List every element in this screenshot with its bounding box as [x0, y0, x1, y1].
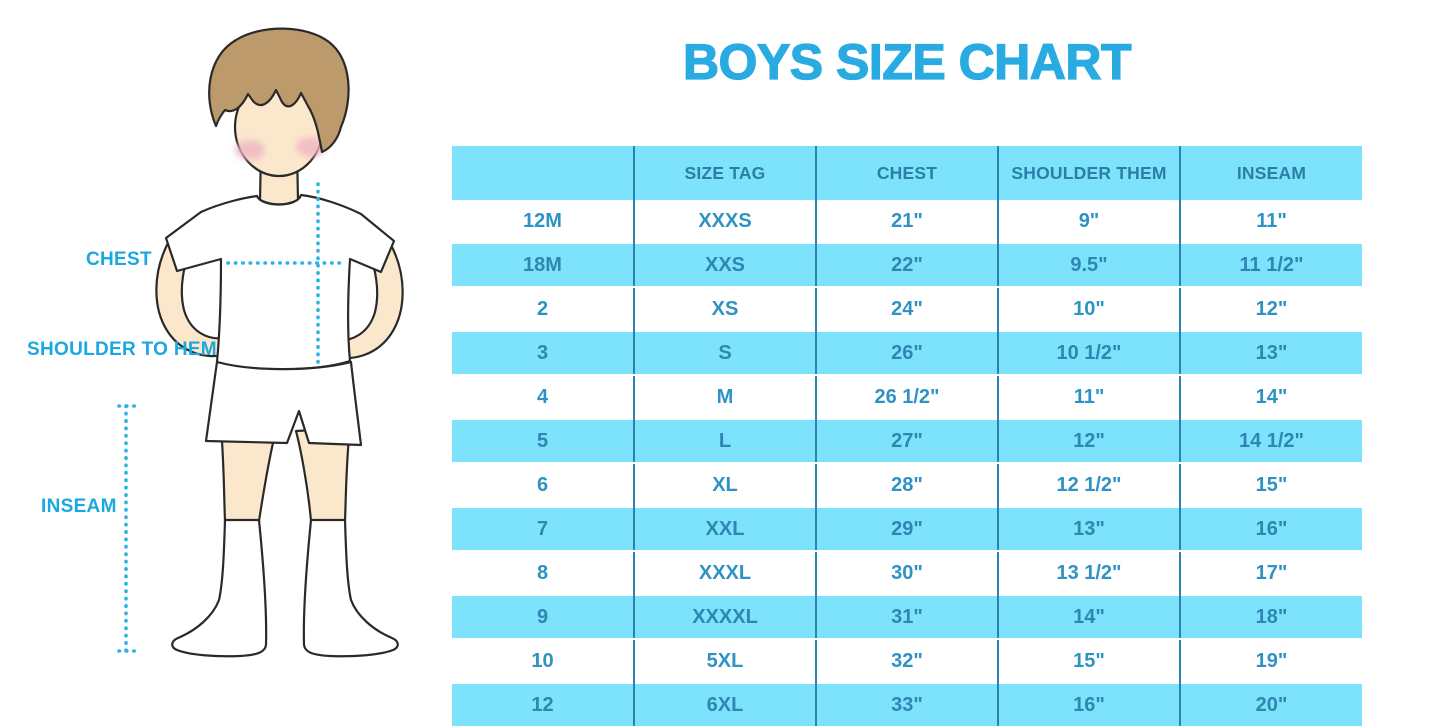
measurement-cell: 5XL: [633, 639, 816, 683]
size-cell: 6: [452, 463, 634, 507]
header-cell: SHOULDER THEM: [997, 146, 1180, 200]
measurement-cell: 26 1/2": [815, 375, 998, 419]
table-body: 12M XXXS 21" 9" 11" 18M XXS 22" 9.5" 11 1/2" 2 XS 24…: [452, 200, 1362, 728]
measurement-cell: 20": [1179, 682, 1362, 728]
chest-label: CHEST: [86, 249, 152, 270]
boy-tshirt: [164, 193, 396, 371]
page-title: BOYS SIZE CHART: [682, 33, 1132, 90]
measurement-cell: 9.5": [997, 242, 1180, 288]
size-cell: 3: [452, 330, 634, 376]
table-row: 10 5XL 32" 15" 19": [452, 639, 1362, 683]
size-cell: 7: [452, 506, 634, 552]
measurement-cell: S: [633, 330, 816, 376]
measurement-cell: 10 1/2": [997, 330, 1180, 376]
measurement-cell: 16": [1179, 506, 1362, 552]
table-row: 5 L 27" 12" 14 1/2": [452, 418, 1362, 464]
table-row: 2 XS 24" 10" 12": [452, 287, 1362, 331]
measurement-cell: L: [633, 418, 816, 464]
measurement-cell: 9": [997, 200, 1180, 243]
measurement-cell: XS: [633, 287, 816, 331]
table-row: 4 M 26 1/2" 11" 14": [452, 375, 1362, 419]
measurement-cell: 12": [1179, 287, 1362, 331]
inseam-label: INSEAM: [41, 496, 117, 517]
table-header-row: SIZE TAG CHEST SHOULDER THEM INSEAM: [452, 146, 1362, 200]
measurement-cell: 27": [815, 418, 998, 464]
measurement-lines: [117, 182, 347, 653]
measurement-cell: 14": [997, 594, 1180, 640]
size-cell: 10: [452, 639, 634, 683]
measurement-cell: 19": [1179, 639, 1362, 683]
measurement-cell: 18": [1179, 594, 1362, 640]
table-row: 12M XXXS 21" 9" 11": [452, 200, 1362, 243]
boy-figure-graphic: [117, 27, 404, 658]
table-row: 9 XXXXL 31" 14" 18": [452, 594, 1362, 640]
header-cell: SIZE TAG: [633, 146, 816, 200]
measurement-cell: XXXL: [633, 551, 816, 595]
measurement-cell: 26": [815, 330, 998, 376]
measurement-cell: 12": [997, 418, 1180, 464]
measurement-cell: 13 1/2": [997, 551, 1180, 595]
table-row: 6 XL 28" 12 1/2" 15": [452, 463, 1362, 507]
header-cell: INSEAM: [1179, 146, 1362, 200]
measurement-cell: 6XL: [633, 682, 816, 728]
size-table: SIZE TAG CHEST SHOULDER THEM INSEAM 12M XXXS…: [452, 146, 1362, 728]
measurement-cell: 29": [815, 506, 998, 552]
measurement-cell: 31": [815, 594, 998, 640]
measurement-cell: 13": [997, 506, 1180, 552]
size-cell: 4: [452, 375, 634, 419]
boy-shorts: [204, 360, 363, 447]
boy-right-sock: [302, 518, 399, 658]
measurement-cell: XXXS: [633, 200, 816, 243]
measurement-cell: XL: [633, 463, 816, 507]
size-cell: 8: [452, 551, 634, 595]
measurement-cell: 15": [997, 639, 1180, 683]
measurement-cell: XXS: [633, 242, 816, 288]
measurement-cell: 11": [997, 375, 1180, 419]
size-cell: 9: [452, 594, 634, 640]
measurement-cell: M: [633, 375, 816, 419]
header-cell: CHEST: [815, 146, 998, 200]
corner-header-cell: [452, 146, 634, 200]
boy-measurement-illustration: CHEST SHOULDER TO HEM INSEAM: [0, 0, 450, 723]
measurement-cell: 10": [997, 287, 1180, 331]
measurement-cell: XXXXL: [633, 594, 816, 640]
measurement-cell: 21": [815, 200, 998, 243]
measurement-cell: 13": [1179, 330, 1362, 376]
measurement-cell: XXL: [633, 506, 816, 552]
table-row: 8 XXXL 30" 13 1/2" 17": [452, 551, 1362, 595]
measurement-cell: 30": [815, 551, 998, 595]
boy-left-sock: [171, 518, 268, 658]
size-cell: 12M: [452, 200, 634, 243]
table-row: 18M XXS 22" 9.5" 11 1/2": [452, 242, 1362, 288]
measurement-cell: 24": [815, 287, 998, 331]
measurement-cell: 16": [997, 682, 1180, 728]
measurement-cell: 28": [815, 463, 998, 507]
size-cell: 5: [452, 418, 634, 464]
measurement-cell: 32": [815, 639, 998, 683]
measurement-cell: 15": [1179, 463, 1362, 507]
measurement-cell: 14": [1179, 375, 1362, 419]
size-cell: 18M: [452, 242, 634, 288]
shoulder-to-hem-label: SHOULDER TO HEM: [27, 339, 217, 360]
table-row: 7 XXL 29" 13" 16": [452, 506, 1362, 552]
blush-left: [235, 140, 265, 160]
blush-right: [296, 137, 326, 157]
boy-hair: [208, 27, 350, 154]
measurement-cell: 12 1/2": [997, 463, 1180, 507]
measurement-cell: 11 1/2": [1179, 242, 1362, 288]
table-row: 12 6XL 33" 16" 20": [452, 682, 1362, 728]
measurement-cell: 22": [815, 242, 998, 288]
size-cell: 12: [452, 682, 634, 728]
table-row: 3 S 26" 10 1/2" 13": [452, 330, 1362, 376]
measurement-cell: 11": [1179, 200, 1362, 243]
measurement-cell: 17": [1179, 551, 1362, 595]
measurement-cell: 33": [815, 682, 998, 728]
size-cell: 2: [452, 287, 634, 331]
measurement-cell: 14 1/2": [1179, 418, 1362, 464]
